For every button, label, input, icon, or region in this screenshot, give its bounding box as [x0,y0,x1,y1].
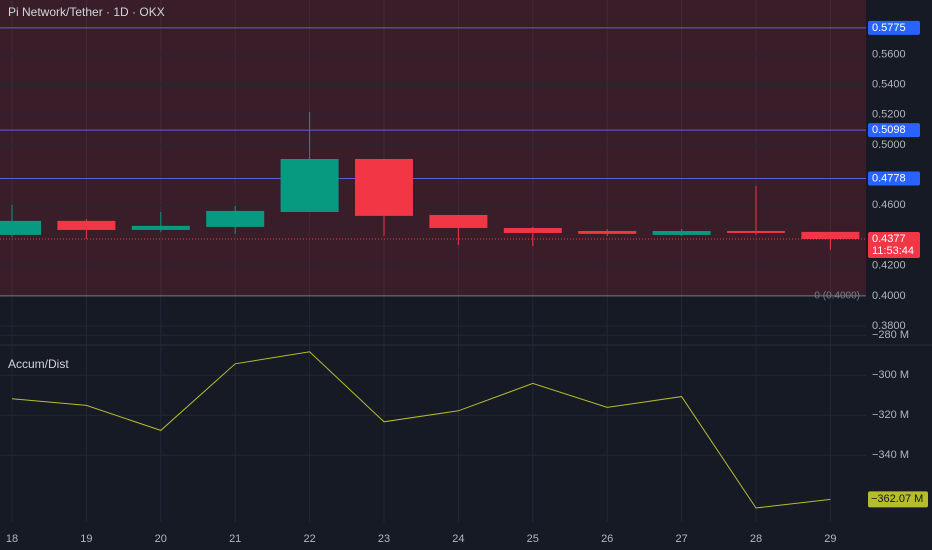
chart-title: Pi Network/Tether · 1D · OKX [8,5,165,19]
candle-body [652,231,711,235]
last-price-label: 0.4377 [872,233,906,245]
candle-body [280,158,339,212]
candle-body [578,231,637,234]
y-tick-label: 0.4000 [872,290,906,302]
x-tick-label: 20 [155,533,167,545]
y-tick-label: 0.5400 [872,78,906,90]
x-tick-label: 25 [527,533,539,545]
candle-body [206,210,265,227]
y-tick-label: −340 M [872,449,909,461]
y-tick-label: 0.4200 [872,260,906,272]
x-tick-label: 21 [229,533,241,545]
x-tick-label: 23 [378,533,390,545]
y-tick-label: 0.4600 [872,199,906,211]
candle-body [801,231,860,240]
value-label-box [868,491,928,508]
price-line-label-box [868,20,920,35]
y-tick-label: −280 M [872,329,909,341]
y-tick-label: −300 M [872,369,909,381]
candle-body [131,225,190,230]
baseline-label: 0 (0.4000) [814,291,860,302]
value-label: −362.07 M [871,493,923,505]
candle-body [57,220,116,230]
y-tick-label: 0.5000 [872,139,906,151]
y-tick-label: 0.5200 [872,109,906,121]
price-line-label: 0.4778 [872,172,906,184]
price-line-label: 0.5775 [872,22,906,34]
x-tick-label: 24 [452,533,464,545]
x-tick-label: 19 [80,533,92,545]
x-tick-label: 28 [750,533,762,545]
price-line-label-box [868,123,920,138]
x-tick-label: 22 [303,533,315,545]
y-tick-label: 0.5600 [872,48,906,60]
candle-body [355,158,413,216]
candle-body [429,215,488,228]
price-line-label: 0.5098 [872,124,906,136]
y-tick-label: 0.3800 [872,320,906,332]
candle-body [0,220,41,235]
candle-body [727,231,785,233]
series-line [11,351,831,509]
x-tick-label: 27 [675,533,687,545]
price-line-label-box [868,171,920,186]
candle-body [503,227,562,233]
last-price-label-box [868,232,920,259]
x-tick-label: 26 [601,533,613,545]
y-tick-label: −320 M [872,409,909,421]
range-shade [0,0,866,296]
x-tick-label: 29 [824,533,836,545]
indicator-title: Accum/Dist [8,357,69,371]
countdown: 11:53:44 [872,245,914,257]
x-tick-label: 18 [6,533,18,545]
